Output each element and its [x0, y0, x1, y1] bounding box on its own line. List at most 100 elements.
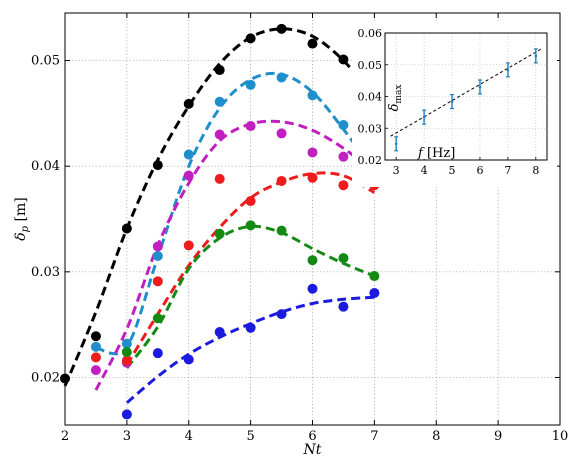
data-point-5-6 — [307, 283, 318, 294]
inset-x-tick-label-1: 4 — [421, 164, 428, 177]
x-tick-label-7: 9 — [494, 429, 502, 444]
data-point-1-3 — [183, 149, 194, 160]
y-axis-label: δp [m] — [13, 197, 31, 241]
data-point-0-2 — [121, 223, 132, 234]
inset-data-points — [394, 48, 538, 152]
data-point-3-7 — [307, 172, 318, 183]
inset-data-point-4 — [506, 68, 510, 72]
inset-data-point-2 — [450, 100, 454, 103]
data-point-5-1 — [152, 348, 163, 359]
data-point-3-0 — [90, 352, 101, 363]
fit-curve-3 — [125, 171, 376, 366]
inset-x-tick-label-5: 8 — [532, 164, 539, 177]
y-tick-label-1: 0.03 — [31, 265, 60, 280]
inset-y-label-subscript: max — [394, 85, 404, 104]
inset-y-axis-label: δmax — [387, 85, 404, 112]
data-point-1-5 — [245, 79, 256, 90]
data-point-3-8 — [338, 180, 349, 191]
data-point-2-5 — [245, 121, 256, 132]
inset-y-tick-label-4: 0.06 — [358, 27, 383, 40]
data-point-4-6 — [338, 253, 349, 264]
inset-y-tick-label-0: 0.02 — [358, 154, 383, 167]
inset-data-point-0 — [394, 142, 398, 146]
data-point-4-1 — [152, 313, 163, 324]
inset-y-label-symbol: δ — [387, 103, 402, 111]
inset-x-label-unit: [Hz] — [423, 146, 455, 161]
inset-background — [352, 22, 557, 187]
data-point-0-7 — [276, 23, 287, 34]
data-point-0-4 — [183, 98, 194, 109]
y-axis-label-symbol: δ — [13, 232, 29, 240]
data-point-5-8 — [369, 287, 380, 298]
data-point-2-6 — [276, 128, 287, 139]
fit-curve-2 — [94, 119, 376, 391]
data-point-0-1 — [90, 331, 101, 342]
inset-chart: 3 4 5 6 7 8 0.02 0.03 0.04 0.05 0.06 f [Hz] δmax — [352, 22, 557, 187]
y-tick-label-3: 0.05 — [31, 54, 60, 69]
data-point-5-4 — [245, 322, 256, 333]
inset-fit-line — [390, 48, 542, 137]
data-point-0-8 — [307, 38, 318, 49]
data-point-1-2 — [152, 250, 163, 261]
y-axis-label-subscript: p — [20, 225, 31, 232]
inset-x-axis-label: f [Hz] — [417, 146, 455, 161]
inset-ticks: 3 4 5 6 7 8 0.02 0.03 0.04 0.05 0.06 — [358, 27, 540, 177]
inset-x-tick-label-0: 3 — [393, 164, 400, 177]
inset-x-tick-label-2: 5 — [449, 164, 456, 177]
data-point-5-2 — [183, 354, 194, 365]
inset-y-tick-label-1: 0.03 — [358, 122, 383, 135]
data-point-3-3 — [183, 240, 194, 251]
data-point-2-4 — [214, 129, 225, 140]
data-point-4-4 — [276, 225, 287, 236]
inset-x-label-background — [411, 144, 462, 159]
inset-x-label-symbol: f — [417, 146, 425, 161]
data-point-2-7 — [307, 147, 318, 158]
data-point-0-9 — [338, 54, 349, 65]
data-point-1-1 — [121, 338, 132, 349]
data-point-1-4 — [214, 96, 225, 107]
y-axis-label-unit: [m] — [13, 197, 29, 226]
x-tick-label-8: 10 — [552, 429, 569, 444]
data-point-0-3 — [152, 160, 163, 171]
data-point-2-2 — [152, 241, 163, 252]
inset-data-point-5 — [534, 54, 538, 58]
data-point-2-8 — [338, 151, 349, 162]
main-data-points — [60, 23, 380, 420]
data-point-1-6 — [276, 72, 287, 83]
data-point-3-5 — [245, 196, 256, 207]
data-point-4-5 — [307, 255, 318, 266]
inset-y-tick-label-3: 0.05 — [358, 59, 383, 72]
data-point-4-2 — [214, 228, 225, 239]
data-point-2-3 — [183, 170, 194, 181]
y-tick-label-2: 0.04 — [31, 159, 60, 174]
data-point-2-0 — [90, 365, 101, 376]
data-point-5-7 — [338, 301, 349, 312]
fit-curve-4 — [125, 224, 375, 369]
data-point-1-7 — [307, 90, 318, 101]
data-point-4-7 — [369, 271, 380, 282]
data-point-5-5 — [276, 309, 287, 320]
data-point-5-3 — [214, 327, 225, 338]
x-tick-label-1: 3 — [123, 429, 131, 444]
data-point-4-3 — [245, 220, 256, 231]
x-tick-label-5: 7 — [370, 429, 378, 444]
x-tick-label-4: 6 — [308, 429, 316, 444]
data-point-3-1 — [121, 355, 132, 366]
data-point-0-5 — [214, 65, 225, 76]
data-point-1-0 — [90, 341, 101, 352]
data-point-3-4 — [214, 173, 225, 184]
inset-data-point-1 — [422, 115, 426, 119]
main-ticks: 2 3 4 5 6 7 8 9 10 0.02 0.03 0.04 0.05 — [31, 13, 568, 444]
inset-x-tick-label-3: 6 — [476, 164, 483, 177]
inset-fit-line-0 — [390, 48, 542, 137]
inset-y-tick-label-2: 0.04 — [358, 91, 383, 104]
inset-x-tick-label-4: 7 — [504, 164, 511, 177]
inset-data-point-3 — [478, 85, 482, 89]
data-point-1-8 — [338, 119, 349, 130]
data-point-5-0 — [121, 409, 132, 420]
data-point-0-6 — [245, 33, 256, 44]
fit-curve-1 — [95, 71, 376, 356]
x-tick-label-6: 8 — [432, 429, 440, 444]
x-tick-label-3: 5 — [246, 429, 254, 444]
